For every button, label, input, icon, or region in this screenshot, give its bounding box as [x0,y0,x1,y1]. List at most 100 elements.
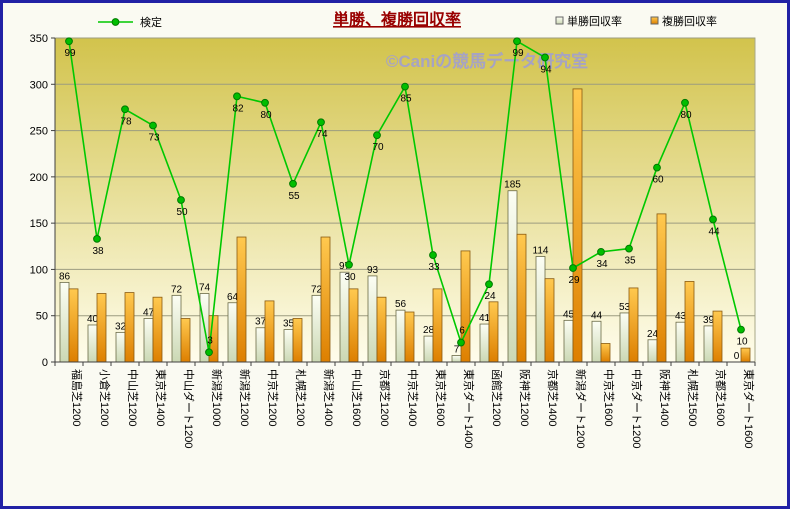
bar-fukusho [320,236,331,363]
bars-layer: 86 40 32 47 72 74 64 37 35 72 97 93 56 28 7 41 185 114 45 4… [59,88,751,363]
bar-label-tansho: 7 [454,345,460,356]
bar-fukusho [572,88,583,363]
kentei-marker [457,338,465,347]
kentei-marker [513,37,521,46]
bar-tansho [535,256,546,363]
bar-tansho [451,355,462,363]
bar-label-tansho: 72 [171,284,183,295]
bar-label-tansho: 114 [533,245,549,256]
bar-label-tansho: 185 [504,180,521,191]
x-axis-label: 中山芝1200 [126,369,139,426]
bar-fukusho [236,236,247,363]
bar-fukusho [740,347,751,363]
kentei-line-layer: 99 38 78 73 50 3 82 80 55 74 30 70 85 33 6 24 99 94 29 34 35… [64,37,748,357]
x-axis-label: 京都芝1600 [714,369,728,426]
y-axis-label: 100 [30,264,48,276]
x-axis-label: 札幌芝1500 [686,369,700,426]
bar-tansho [703,325,714,363]
bar-fukusho [376,296,387,363]
bar-tansho [171,294,182,363]
bar-tansho [255,327,266,363]
y-axis-label: 50 [36,311,48,323]
kentei-marker [485,280,493,289]
kentei-marker [205,348,213,357]
bar-label-tansho: 37 [255,317,267,328]
bar-fukusho [348,288,359,363]
bar-label-tansho: 93 [367,265,379,276]
kentei-marker [681,98,689,107]
kentei-label: 29 [568,275,580,286]
legend-tansho-label: 単勝回収率 [567,14,622,28]
legend-kentei-label: 検定 [140,15,162,29]
kentei-label: 80 [260,110,272,121]
bar-tansho [423,335,434,363]
bar-fukusho [712,310,723,363]
kentei-label: 3 [207,335,213,346]
kentei-label: 94 [540,64,552,75]
kentei-label: 74 [316,129,328,140]
kentei-label: 30 [344,272,356,283]
x-axis-label: 東京芝1400 [154,369,168,426]
legend-fukusho-label: 複勝回収率 [662,14,717,28]
bar-fukusho [432,288,443,363]
bar-label-tansho: 24 [647,329,659,340]
x-axis-label: 函館芝1200 [490,369,504,426]
kentei-label: 10 [736,337,748,348]
bar-label-tansho: 74 [199,282,211,293]
kentei-label: 85 [400,94,412,105]
bar-tansho [59,281,70,363]
bar-label-tansho: 53 [619,302,631,313]
bar-label-tansho: 56 [395,299,407,310]
x-axis-label: 中京芝1400 [406,369,420,426]
kentei-marker [597,247,605,256]
bar-tansho [87,324,98,363]
legend-kentei: 検定 [98,15,162,29]
x-axis-label: 新潟芝1200 [238,369,252,426]
x-axis-label: 京都芝1200 [378,369,392,426]
bar-tansho [647,339,658,363]
kentei-label: 60 [652,175,664,186]
bar-fukusho [96,293,107,363]
bar-fukusho [488,301,499,363]
bar-fukusho [180,318,191,363]
bar-label-tansho: 47 [143,307,155,318]
bar-fukusho [264,300,275,363]
kentei-label: 82 [232,103,244,114]
x-axis-label: 福島芝1200 [70,369,84,426]
bar-label-tansho: 28 [423,325,435,336]
kentei-label: 70 [372,142,384,153]
x-axis-label: 阪神芝1400 [658,369,672,426]
y-axis-label: 0 [42,357,48,369]
kentei-marker [289,179,297,188]
bar-label-tansho: 41 [479,313,491,324]
kentei-marker [737,325,745,334]
bar-tansho [619,312,630,363]
kentei-marker [653,163,661,172]
x-axis-label: 中京ダート1200 [630,369,644,448]
x-axis-label: 新潟芝1000 [210,369,224,426]
bar-fukusho [68,288,79,363]
x-axis-label: 東京ダート1400 [462,369,476,448]
bar-label-tansho: 0 [734,351,740,362]
kentei-label: 34 [596,259,608,270]
bar-fukusho [544,278,555,363]
kentei-marker [373,131,381,140]
y-axis-label: 350 [30,33,48,45]
kentei-label: 44 [708,226,720,237]
bar-tansho [339,271,350,363]
kentei-marker [233,92,241,101]
kentei-label: 38 [92,246,104,257]
kentei-marker [261,98,269,107]
bar-fukusho [516,233,527,363]
kentei-marker [709,215,717,224]
bar-tansho [395,309,406,363]
y-axis-label: 150 [30,218,48,230]
kentei-label: 78 [120,116,132,127]
bar-fukusho [124,292,135,363]
bar-label-tansho: 35 [283,319,295,330]
x-axis-label: 中京芝1600 [602,369,616,426]
bar-label-tansho: 32 [115,321,127,332]
bar-tansho [283,329,294,363]
